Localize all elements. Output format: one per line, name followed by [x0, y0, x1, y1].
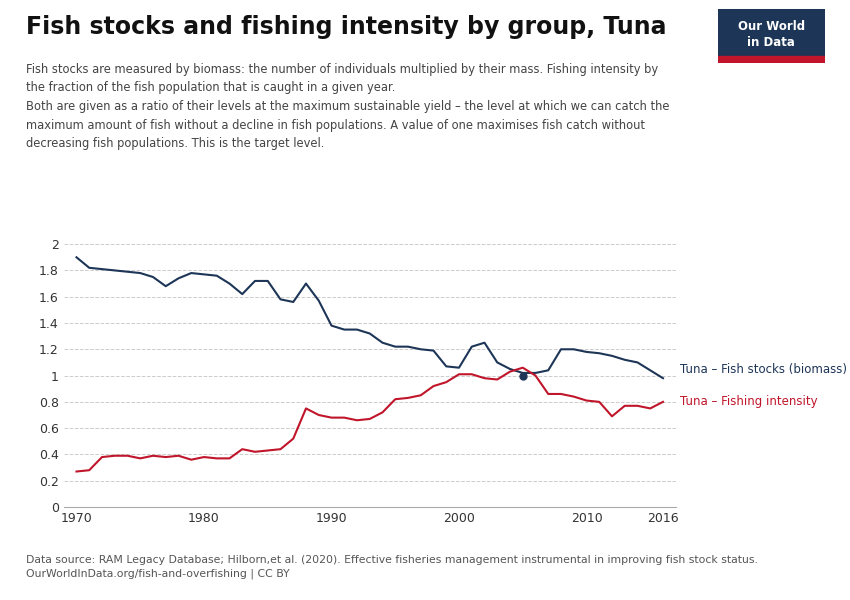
Text: Tuna – Fishing intensity: Tuna – Fishing intensity [680, 395, 818, 409]
Text: in Data: in Data [747, 36, 796, 49]
Text: Fish stocks and fishing intensity by group, Tuna: Fish stocks and fishing intensity by gro… [26, 15, 666, 39]
Text: Our World: Our World [738, 20, 805, 33]
Text: Tuna – Fish stocks (biomass): Tuna – Fish stocks (biomass) [680, 362, 847, 376]
Bar [718, 56, 824, 63]
Text: Data source: RAM Legacy Database; Hilborn,et al. (2020). Effective fisheries man: Data source: RAM Legacy Database; Hilbor… [26, 555, 757, 578]
Text: Fish stocks are measured by biomass: the number of individuals multiplied by the: Fish stocks are measured by biomass: the… [26, 63, 669, 150]
